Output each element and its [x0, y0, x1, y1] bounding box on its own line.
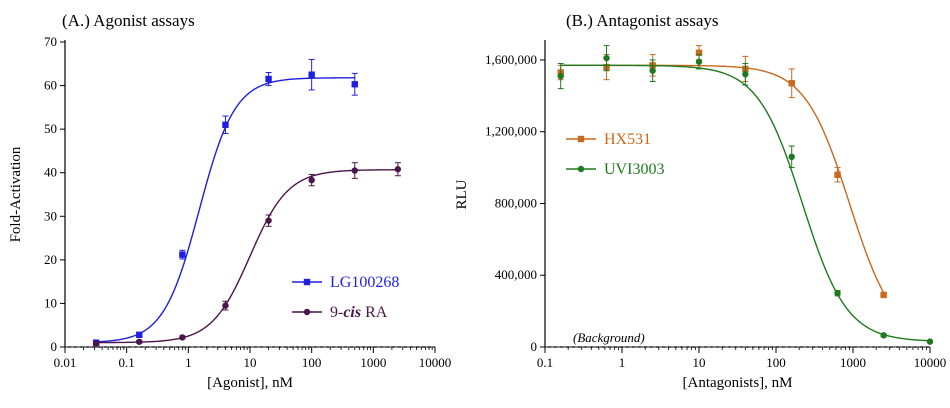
- data-point: [179, 251, 186, 258]
- chart-title: (A.) Agonist assays: [62, 11, 195, 30]
- x-tick-label: 100: [766, 355, 786, 370]
- legend-item: 9-cis RA: [292, 304, 388, 321]
- fit-curve: [94, 169, 399, 344]
- y-tick-label: 400,000: [495, 267, 537, 282]
- data-point: [265, 217, 272, 224]
- legend-label: LG100268: [330, 274, 399, 291]
- data-point: [308, 176, 315, 184]
- series-1: [92, 162, 402, 347]
- agonist-panel: (A.) Agonist assays 0 10 20 30 40 50 60 70 0.01 0.…: [8, 11, 451, 391]
- y-tick-label: 0: [51, 339, 58, 354]
- x-axis-title: [Antagonists], nM: [683, 375, 793, 391]
- y-tick-label: 60: [44, 78, 57, 93]
- legend-label: HX531: [604, 131, 651, 148]
- legend-item: LG100268: [292, 274, 399, 291]
- data-point: [834, 171, 841, 178]
- x-tick-label: 1000: [360, 355, 386, 370]
- x-tick-label: 0.1: [537, 355, 553, 370]
- y-axis-title: Fold-Activation: [8, 146, 24, 242]
- data-point: [742, 71, 749, 78]
- data-point: [788, 153, 795, 161]
- data-point: [351, 167, 358, 174]
- baseline-label: (Background): [573, 330, 645, 345]
- data-point: [880, 291, 887, 299]
- data-point: [92, 340, 100, 347]
- data-point: [788, 80, 795, 87]
- antagonist-panel: (B.) Antagonist assays (Background) 0 400,0…: [454, 11, 946, 391]
- legend-label: UVI3003: [604, 161, 664, 178]
- data-point: [695, 49, 703, 56]
- y-tick-label: 10: [44, 295, 57, 310]
- x-tick-label: 10000: [914, 355, 947, 370]
- data-point: [394, 166, 402, 173]
- legend-marker: [577, 165, 585, 173]
- data-point: [351, 81, 358, 88]
- y-tick-label: 0: [531, 339, 538, 354]
- legend-marker: [577, 135, 585, 143]
- data-point: [179, 334, 186, 341]
- legend-marker: [303, 308, 311, 316]
- x-axis-title: [Agonist], nM: [207, 375, 293, 391]
- y-tick-label: 30: [44, 208, 57, 223]
- x-tick-label: 1: [185, 355, 192, 370]
- x-tick-label: 100: [302, 355, 322, 370]
- data-point: [136, 338, 143, 345]
- fit-curve: [560, 64, 885, 295]
- legend-label-part: 9-: [330, 304, 343, 321]
- y-tick-label: 40: [44, 165, 57, 180]
- y-tick-label: 50: [44, 121, 57, 136]
- fit-curve: [560, 64, 931, 342]
- data-point: [695, 58, 703, 65]
- y-tick-label: 800,000: [495, 195, 537, 210]
- y-tick-label: 1,200,000: [485, 124, 537, 139]
- legend-label-part: RA: [361, 304, 388, 321]
- x-tick-label: 1: [619, 355, 626, 370]
- data-point: [834, 289, 841, 297]
- data-point: [136, 331, 143, 338]
- data-point: [603, 54, 610, 62]
- legend-label-part: cis: [343, 304, 361, 321]
- legend-marker: [303, 278, 311, 286]
- legend-label: 9-cis RA: [330, 304, 388, 321]
- y-tick-label: 70: [44, 34, 57, 49]
- chart-title: (B.) Antagonist assays: [566, 11, 719, 30]
- data-point: [926, 338, 934, 345]
- y-axis-title: RLU: [454, 179, 470, 209]
- x-tick-label: 0.01: [54, 355, 77, 370]
- x-tick-label: 0.1: [119, 355, 135, 370]
- series-1: [557, 45, 934, 345]
- data-point: [265, 75, 272, 83]
- y-tick-label: 1,600,000: [485, 52, 537, 67]
- legend-item: UVI3003: [566, 161, 664, 178]
- legend-item: HX531: [566, 131, 651, 148]
- x-tick-label: 1000: [840, 355, 866, 370]
- y-tick-label: 20: [44, 252, 57, 267]
- data-point: [222, 121, 229, 128]
- data-point: [557, 72, 564, 80]
- x-tick-label: 10: [693, 355, 706, 370]
- x-tick-label: 10000: [419, 355, 452, 370]
- series-0: [92, 58, 358, 346]
- data-point: [222, 302, 229, 309]
- data-point: [649, 67, 656, 74]
- x-tick-label: 10: [244, 355, 257, 370]
- data-point: [308, 71, 315, 78]
- data-point: [880, 332, 887, 339]
